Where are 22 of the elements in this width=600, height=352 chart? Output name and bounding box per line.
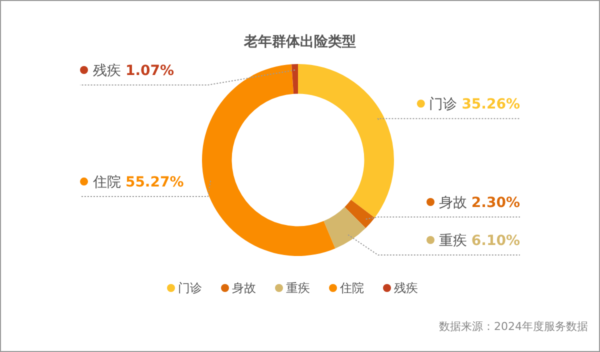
- category-label: 住院: [93, 174, 121, 191]
- legend-label: 身故: [438, 195, 472, 211]
- donut-slice: [324, 207, 366, 248]
- category-label: 重疾: [438, 233, 467, 249]
- donut-slice: [202, 64, 336, 256]
- source-note: 数据来源：2024年度服务数据: [439, 320, 588, 333]
- legend-label: 重疾: [286, 281, 310, 295]
- legend-label: 门诊: [429, 96, 462, 113]
- donut-slice: [298, 64, 394, 218]
- data-label: 6.10%: [471, 233, 520, 249]
- data-label: 35.26%: [462, 96, 520, 113]
- legend-label: 残疾: [93, 63, 126, 79]
- donut-slice: [344, 200, 375, 228]
- legend-label: 住院: [339, 281, 364, 295]
- category-label: 残疾: [394, 281, 418, 295]
- data-label: 2.30%: [471, 195, 520, 211]
- data-label: 55.27%: [125, 174, 184, 191]
- chart-title: 老年群体出险类型: [243, 34, 356, 50]
- category-label: 身故: [232, 281, 256, 295]
- data-label: 1.07%: [125, 63, 174, 79]
- category-label: 门诊: [178, 281, 202, 295]
- donut-slice: [292, 64, 298, 94]
